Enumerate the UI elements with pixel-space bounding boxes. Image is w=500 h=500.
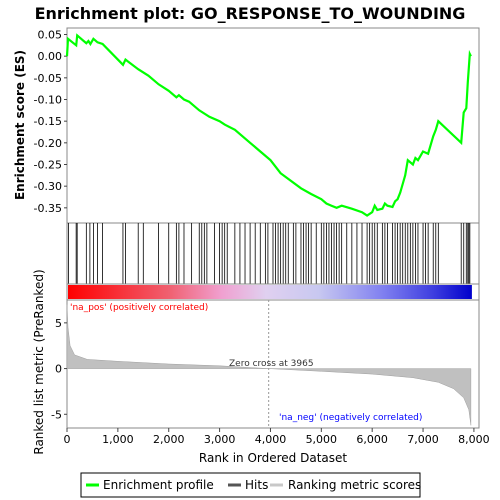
x-tick-label: 2,000: [153, 433, 185, 446]
metric-y-axis-label: Ranked list metric (PreRanked): [32, 269, 46, 454]
es-y-tick-label: -0.20: [34, 137, 62, 150]
es-y-tick-label: -0.30: [34, 180, 62, 193]
x-tick-label: 5,000: [306, 433, 338, 446]
x-ticks: 0 1,000 2,000 3,000 4,000 5,000 6,000 7,000 8,00…: [64, 428, 490, 446]
pos-label: 'na_pos' (positively correlated): [70, 303, 208, 313]
x-tick-label: 3,000: [204, 433, 236, 446]
es-y-ticks: 0.05 0.00 -0.05 -0.10 -0.15 -0.20 -0.25 -0.30 -0…: [34, 29, 67, 215]
metric-y-tick-label: 5: [55, 317, 62, 330]
metric-y-ticks: 5 0 -5: [51, 317, 67, 421]
metric-y-tick-label: 0: [55, 363, 62, 376]
neg-label: 'na_neg' (negatively correlated): [279, 413, 422, 423]
rank-gradient: [68, 285, 472, 299]
es-y-tick-label: -0.25: [34, 159, 62, 172]
legend-label-metric: Ranking metric scores: [288, 478, 421, 492]
es-y-tick-label: -0.15: [34, 115, 62, 128]
legend-label-hits: Hits: [245, 478, 268, 492]
zero-cross-label: Zero cross at 3965: [229, 359, 314, 369]
legend: Enrichment profile Hits Ranking metric s…: [81, 473, 421, 497]
x-axis-label: Rank in Ordered Dataset: [199, 451, 347, 465]
es-y-tick-label: -0.05: [34, 72, 62, 85]
x-tick-label: 4,000: [255, 433, 287, 446]
es-y-axis-label: Enrichment score (ES): [13, 50, 27, 200]
es-panel: 0.05 0.00 -0.05 -0.10 -0.15 -0.20 -0.25 -0.30 -0…: [13, 28, 479, 223]
es-y-tick-label: 0.05: [38, 29, 63, 42]
x-tick-label: 8,000: [458, 433, 490, 446]
es-y-tick-label: -0.10: [34, 94, 62, 107]
es-plot-area: [67, 28, 479, 223]
chart-title: Enrichment plot: GO_RESPONSE_TO_WOUNDING: [35, 4, 466, 23]
es-y-tick-label: 0.00: [38, 50, 63, 63]
x-tick-label: 7,000: [407, 433, 439, 446]
x-tick-label: 6,000: [356, 433, 388, 446]
x-tick-label: 1,000: [102, 433, 134, 446]
metric-y-tick-label: -5: [51, 408, 62, 421]
x-tick-label: 0: [64, 433, 71, 446]
hits-panel: [67, 223, 479, 284]
legend-label-profile: Enrichment profile: [103, 478, 214, 492]
es-y-tick-label: -0.35: [34, 202, 62, 215]
